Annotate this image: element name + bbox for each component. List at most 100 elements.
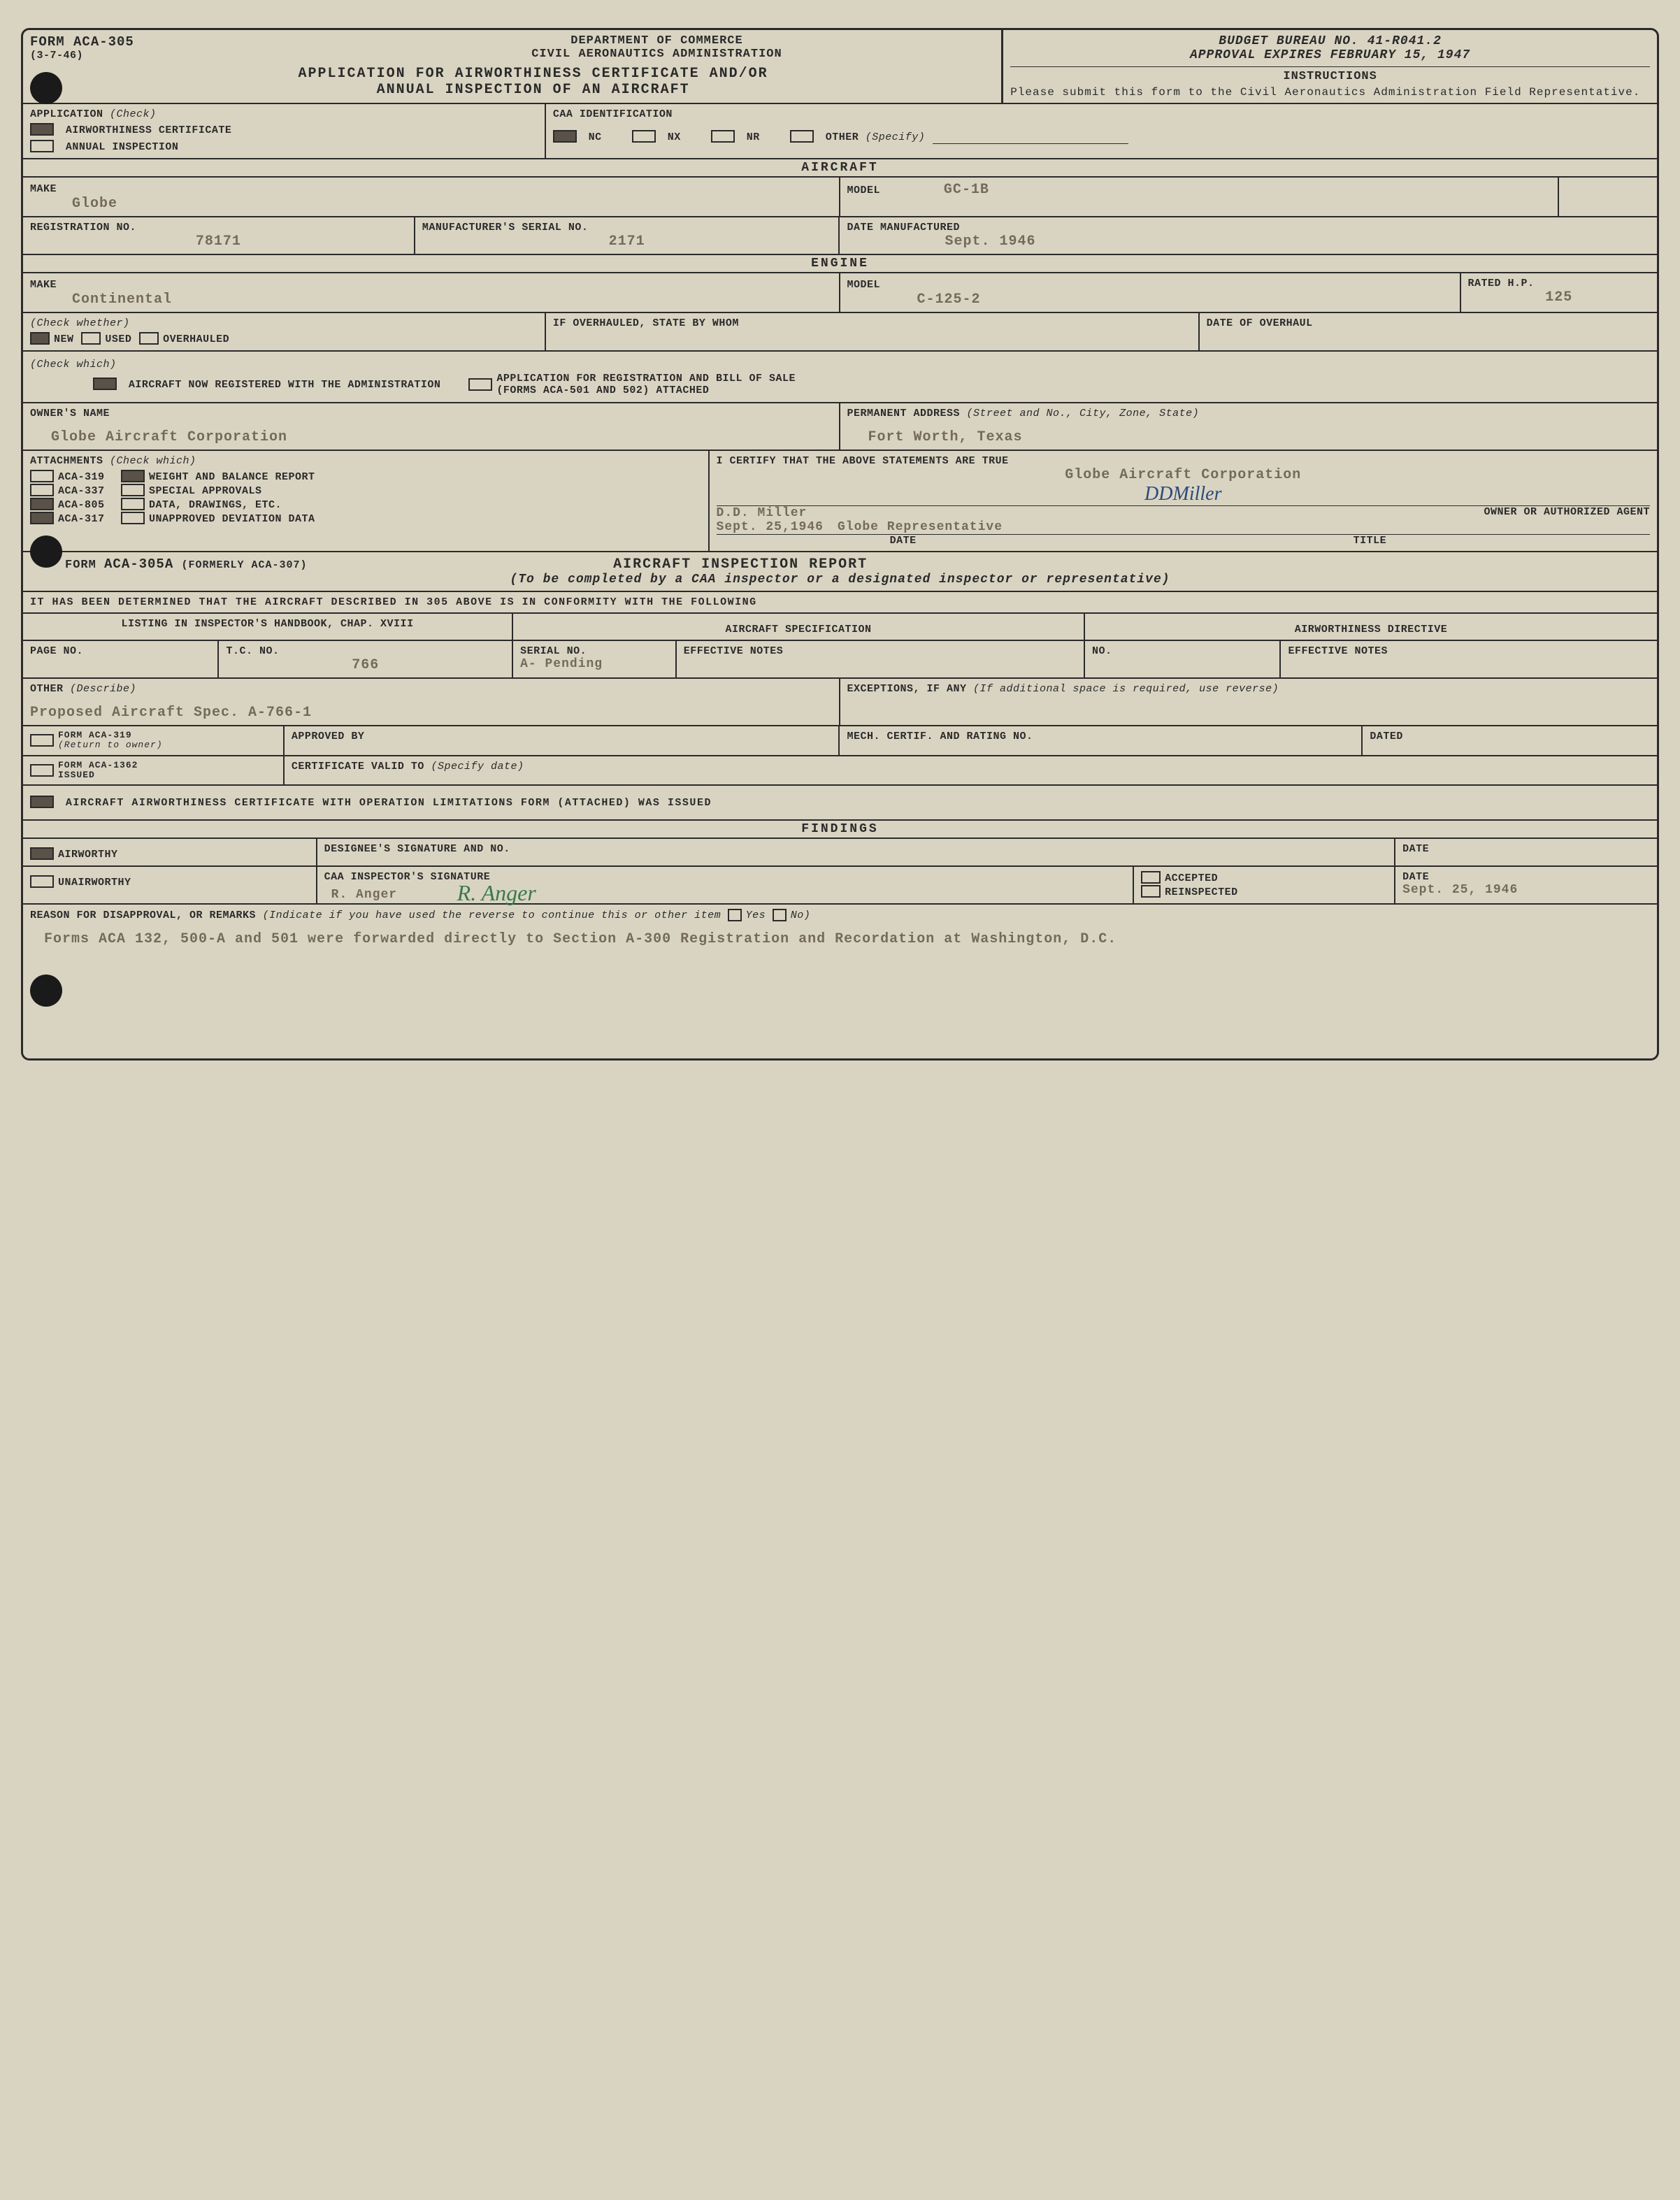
- engine-make-label: MAKE: [30, 279, 57, 291]
- nx-label: NX: [668, 131, 681, 143]
- reinspected-label: REINSPECTED: [1165, 886, 1238, 898]
- aca317-label: ACA-317: [58, 513, 105, 525]
- checkbox-airworthiness[interactable]: [30, 123, 54, 136]
- wb-label: WEIGHT AND BALANCE REPORT: [149, 471, 315, 483]
- other-specify-line[interactable]: [933, 131, 1128, 144]
- aircraft-make-model-row: MAKE Globe MODEL GC-1B: [23, 178, 1657, 217]
- checkbox-new[interactable]: [30, 332, 50, 345]
- app-reg-label-a: APPLICATION FOR REGISTRATION AND BILL OF…: [496, 373, 796, 384]
- overhaul-by-label: IF OVERHAULED, STATE BY WHOM: [553, 317, 1191, 329]
- aircraft-make-label: MAKE: [30, 183, 57, 195]
- engine-check-row: (Check whether) NEW USED OVERHAULED IF O…: [23, 313, 1657, 352]
- checkbox-airworthiness-issued[interactable]: [30, 796, 54, 808]
- hp-label: RATED H.P.: [1468, 278, 1650, 289]
- hp-value: 125: [1468, 289, 1650, 305]
- aircraft-make-value: Globe: [30, 196, 832, 212]
- checkbox-application-reg[interactable]: [468, 378, 492, 391]
- checkbox-airworthy[interactable]: [30, 847, 54, 860]
- aca319-label: ACA-319: [58, 471, 105, 483]
- caa-id-label: CAA IDENTIFICATION: [553, 108, 1650, 120]
- mech-label: MECH. CERTIF. AND RATING NO.: [847, 731, 1354, 742]
- insp-serial-label: SERIAL NO.: [520, 645, 668, 657]
- tc-no-value: 766: [226, 657, 505, 673]
- form-title-2: ANNUAL INSPECTION OF AN AIRCRAFT: [72, 82, 994, 98]
- opt-airworthiness: AIRWORTHINESS CERTIFICATE: [66, 124, 232, 136]
- no-label: NO.: [1092, 645, 1272, 657]
- checkbox-annual[interactable]: [30, 140, 54, 152]
- application-label: APPLICATION (Check): [30, 108, 538, 120]
- checkbox-overhauled[interactable]: [139, 332, 159, 345]
- date-mfg-label: DATE MANUFACTURED: [847, 222, 1650, 233]
- cert-signature: DDMiller: [717, 483, 1650, 505]
- cert-company: Globe Aircraft Corporation: [717, 467, 1650, 483]
- date-mfg-value: Sept. 1946: [847, 233, 1650, 250]
- reg-label: REGISTRATION NO.: [30, 222, 407, 233]
- checkbox-aca337[interactable]: [30, 484, 54, 496]
- engine-model-label: MODEL: [847, 279, 881, 291]
- app-reg-label-b: (FORMS ACA-501 AND 502) ATTACHED: [496, 384, 796, 396]
- checkbox-sa[interactable]: [121, 484, 145, 496]
- spec-label: AIRCRAFT SPECIFICATION: [513, 614, 1085, 640]
- title-label: TITLE: [1090, 535, 1650, 547]
- checkbox-form1362[interactable]: [30, 764, 54, 777]
- cert-name: D.D. Miller: [717, 506, 1484, 520]
- other-label: OTHER (Specify): [826, 131, 926, 143]
- checkbox-unairworthy[interactable]: [30, 875, 54, 888]
- dept-label: DEPARTMENT OF COMMERCE: [320, 34, 994, 48]
- used-label: USED: [105, 333, 131, 345]
- date-label-2: DATE: [1402, 871, 1650, 883]
- form-date: (3-7-46): [30, 50, 320, 62]
- form1362-row: FORM ACA-1362ISSUED CERTIFICATE VALID TO…: [23, 756, 1657, 786]
- date-label: DATE: [717, 535, 1090, 547]
- inspection-subtitle: (To be completed by a CAA inspector or a…: [30, 573, 1650, 587]
- checkbox-form319[interactable]: [30, 734, 54, 747]
- attachments-label: ATTACHMENTS (Check which): [30, 455, 701, 467]
- checkbox-yes[interactable]: [728, 909, 742, 921]
- eff-notes-label-2: EFFECTIVE NOTES: [1288, 645, 1650, 657]
- dated-label: DATED: [1370, 731, 1650, 742]
- overhauled-label: OVERHAULED: [163, 333, 229, 345]
- checkbox-no[interactable]: [773, 909, 787, 921]
- registered-label: AIRCRAFT NOW REGISTERED WITH THE ADMINIS…: [129, 379, 441, 391]
- registration-row: (Check which) AIRCRAFT NOW REGISTERED WI…: [23, 352, 1657, 403]
- ud-label: UNAPPROVED DEVIATION DATA: [149, 513, 315, 525]
- checkbox-nx[interactable]: [632, 130, 656, 143]
- listing-values-row: PAGE NO. T.C. NO. 766 SERIAL NO. A- Pend…: [23, 641, 1657, 679]
- instructions-text: Please submit this form to the Civil Aer…: [1010, 86, 1650, 99]
- cert-role: OWNER OR AUTHORIZED AGENT: [1484, 506, 1650, 520]
- findings-date-value: Sept. 25, 1946: [1402, 883, 1650, 897]
- checkbox-other[interactable]: [790, 130, 814, 143]
- checkbox-nr[interactable]: [711, 130, 735, 143]
- serial-value: 2171: [422, 233, 832, 250]
- cert-date: Sept. 25,1946: [717, 520, 824, 534]
- determined-label: IT HAS BEEN DETERMINED THAT THE AIRCRAFT…: [23, 592, 1657, 612]
- remarks-row: REASON FOR DISAPPROVAL, OR REMARKS (Indi…: [23, 905, 1657, 1058]
- approval-expires: APPROVAL EXPIRES FEBRUARY 15, 1947: [1010, 48, 1650, 62]
- checkbox-ud[interactable]: [121, 512, 145, 524]
- checkbox-aca805[interactable]: [30, 498, 54, 510]
- directive-label: AIRWORTHINESS DIRECTIVE: [1085, 614, 1657, 640]
- yes-label: Yes: [746, 910, 766, 921]
- header-row: FORM ACA-305 (3-7-46) DEPARTMENT OF COMM…: [23, 30, 1657, 104]
- checkbox-used[interactable]: [81, 332, 101, 345]
- checkbox-accepted[interactable]: [1141, 871, 1161, 884]
- checkbox-registered[interactable]: [93, 378, 117, 390]
- checkbox-dd[interactable]: [121, 498, 145, 510]
- engine-section-header: ENGINE: [23, 255, 1657, 273]
- certify-label: I CERTIFY THAT THE ABOVE STATEMENTS ARE …: [717, 455, 1650, 467]
- checkbox-reinspected[interactable]: [1141, 885, 1161, 898]
- cert-valid-label: CERTIFICATE VALID TO (Specify date): [292, 761, 1650, 772]
- engine-model-value: C-125-2: [847, 292, 1453, 308]
- checkbox-aca319[interactable]: [30, 470, 54, 482]
- designee-label: DESIGNEE'S SIGNATURE AND NO.: [324, 843, 1387, 855]
- engine-make-value: Continental: [30, 292, 832, 308]
- checkbox-nc[interactable]: [553, 130, 577, 143]
- check-whether-label: (Check whether): [30, 317, 538, 329]
- inspection-header-row: FORM ACA-305a (FORMERLY ACA-307) AIRCRAF…: [23, 552, 1657, 592]
- remarks-text: Forms ACA 132, 500-A and 501 were forwar…: [30, 928, 1650, 951]
- form-number: FORM ACA-305: [30, 34, 320, 50]
- airworthiness-cert-row: AIRCRAFT AIRWORTHINESS CERTIFICATE WITH …: [23, 786, 1657, 821]
- checkbox-wb[interactable]: [121, 470, 145, 482]
- cert-title: Globe Representative: [824, 520, 1003, 534]
- checkbox-aca317[interactable]: [30, 512, 54, 524]
